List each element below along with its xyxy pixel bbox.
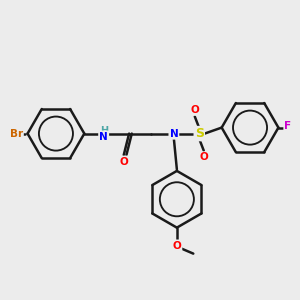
- Text: N: N: [169, 129, 178, 139]
- Text: Br: Br: [10, 129, 23, 139]
- Text: O: O: [200, 152, 208, 163]
- Text: N: N: [99, 132, 108, 142]
- Text: S: S: [195, 127, 204, 140]
- Text: O: O: [190, 105, 199, 115]
- Text: F: F: [284, 121, 292, 131]
- Text: O: O: [119, 157, 128, 166]
- Text: O: O: [172, 241, 181, 250]
- Text: H: H: [100, 126, 108, 136]
